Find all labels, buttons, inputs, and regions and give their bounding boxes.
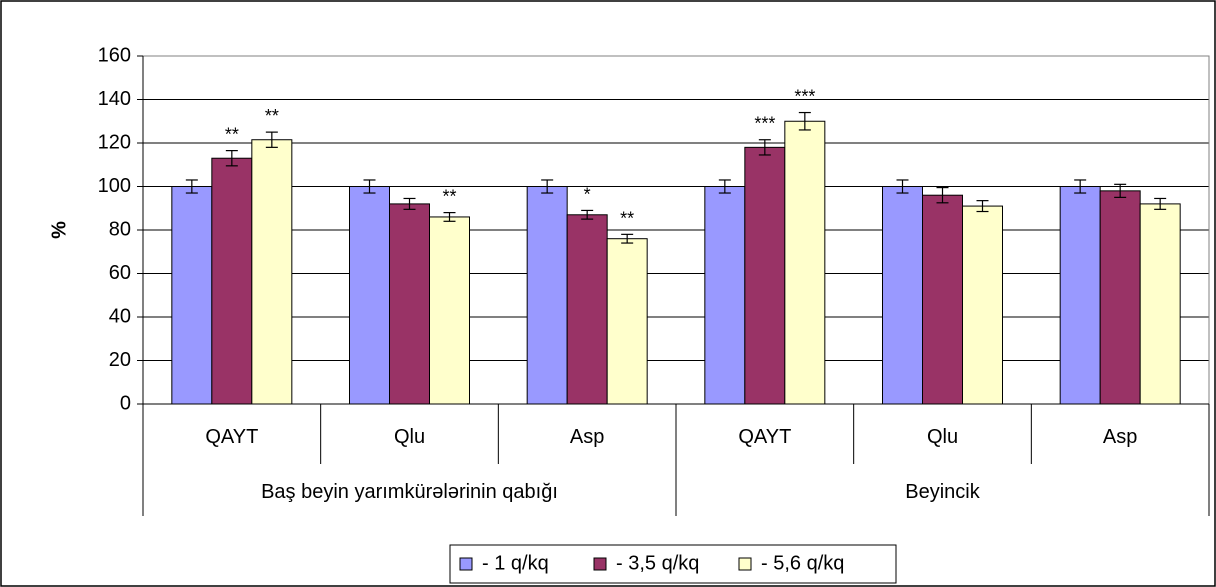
significance-label: ** [620, 208, 634, 228]
legend-swatch [459, 557, 473, 571]
y-tick-label: 100 [98, 175, 131, 197]
significance-label: *** [794, 87, 815, 107]
bar [526, 186, 568, 405]
bar [171, 186, 213, 405]
y-tick-label: 0 [120, 392, 131, 414]
y-tick-label: 140 [98, 88, 131, 110]
bar [704, 186, 746, 405]
y-tick-label: 80 [109, 218, 131, 240]
significance-label: * [584, 184, 591, 204]
bar [922, 194, 963, 405]
bar [1139, 203, 1181, 405]
bar [784, 120, 826, 405]
y-tick-label: 20 [109, 349, 131, 371]
y-tick-label: 120 [98, 131, 131, 153]
bar [429, 216, 470, 405]
significance-label: ** [442, 187, 456, 207]
bar [251, 139, 293, 405]
x-tick-label: Asp [570, 426, 604, 448]
x-group-label: Baş beyin yarımkürələrinin qabığı [261, 481, 558, 503]
bar [1059, 186, 1101, 405]
legend-label: - 1 q/kq [482, 552, 549, 574]
y-tick-label: 40 [109, 305, 131, 327]
y-axis-label: % [48, 221, 70, 239]
bar [389, 203, 430, 405]
bar [1099, 190, 1141, 405]
y-tick-label: 60 [109, 262, 131, 284]
legend-label: - 3,5 q/kq [616, 552, 699, 574]
x-tick-label: Asp [1103, 426, 1137, 448]
significance-label: ** [225, 125, 239, 145]
significance-label: *** [754, 114, 775, 134]
x-tick-label: Qlu [927, 426, 958, 448]
bar [566, 214, 608, 405]
bar [882, 186, 923, 405]
bar [211, 157, 253, 405]
bar [606, 238, 648, 405]
significance-label: ** [265, 106, 279, 126]
x-tick-label: QAYT [738, 426, 791, 448]
x-tick-label: QAYT [205, 426, 258, 448]
y-tick-label: 160 [98, 44, 131, 66]
legend-box [449, 544, 897, 584]
legend-swatch [738, 557, 752, 571]
bar [744, 146, 786, 405]
legend-swatch [593, 557, 607, 571]
bar [349, 186, 390, 405]
x-tick-label: Qlu [394, 426, 425, 448]
bar [962, 205, 1003, 405]
x-group-label: Beyincik [905, 481, 980, 503]
legend-label: - 5,6 q/kq [761, 552, 844, 574]
